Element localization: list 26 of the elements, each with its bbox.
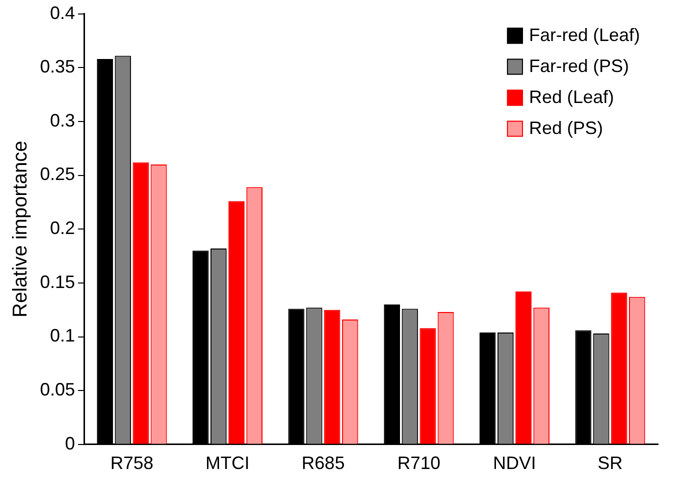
x-tick-label: MTCI	[206, 453, 250, 474]
y-tick-label: 0.1	[50, 326, 76, 346]
y-tick-label: 0.3	[50, 110, 76, 130]
bar	[324, 310, 340, 444]
bar	[611, 292, 628, 444]
y-tick-label: 0.05	[40, 380, 76, 400]
y-tick-label: 0.4	[50, 2, 76, 23]
bar	[132, 162, 149, 444]
y-tick-label: 0.25	[40, 164, 76, 184]
x-tick-label: R685	[302, 453, 345, 474]
legend-label: Red (Leaf)	[528, 86, 614, 107]
x-tick-label: SR	[598, 453, 623, 474]
legend-label: Far-red (Leaf)	[528, 24, 640, 45]
x-tick-label: NDVI	[493, 453, 536, 474]
y-tick-label: 0	[65, 433, 76, 454]
x-tick-label: R758	[110, 453, 154, 474]
bar	[515, 292, 532, 444]
y-axis-title: Relative importance	[10, 140, 32, 318]
legend-label: Far-red (PS)	[528, 56, 629, 76]
y-tick-label: 0.2	[50, 218, 76, 238]
legend-label: Red (PS)	[528, 118, 603, 138]
y-tick-label: 0.15	[40, 272, 76, 292]
bar	[420, 328, 436, 444]
y-tick-label: 0.35	[40, 56, 76, 77]
x-tick-label: R710	[397, 453, 440, 474]
bar	[228, 201, 245, 444]
